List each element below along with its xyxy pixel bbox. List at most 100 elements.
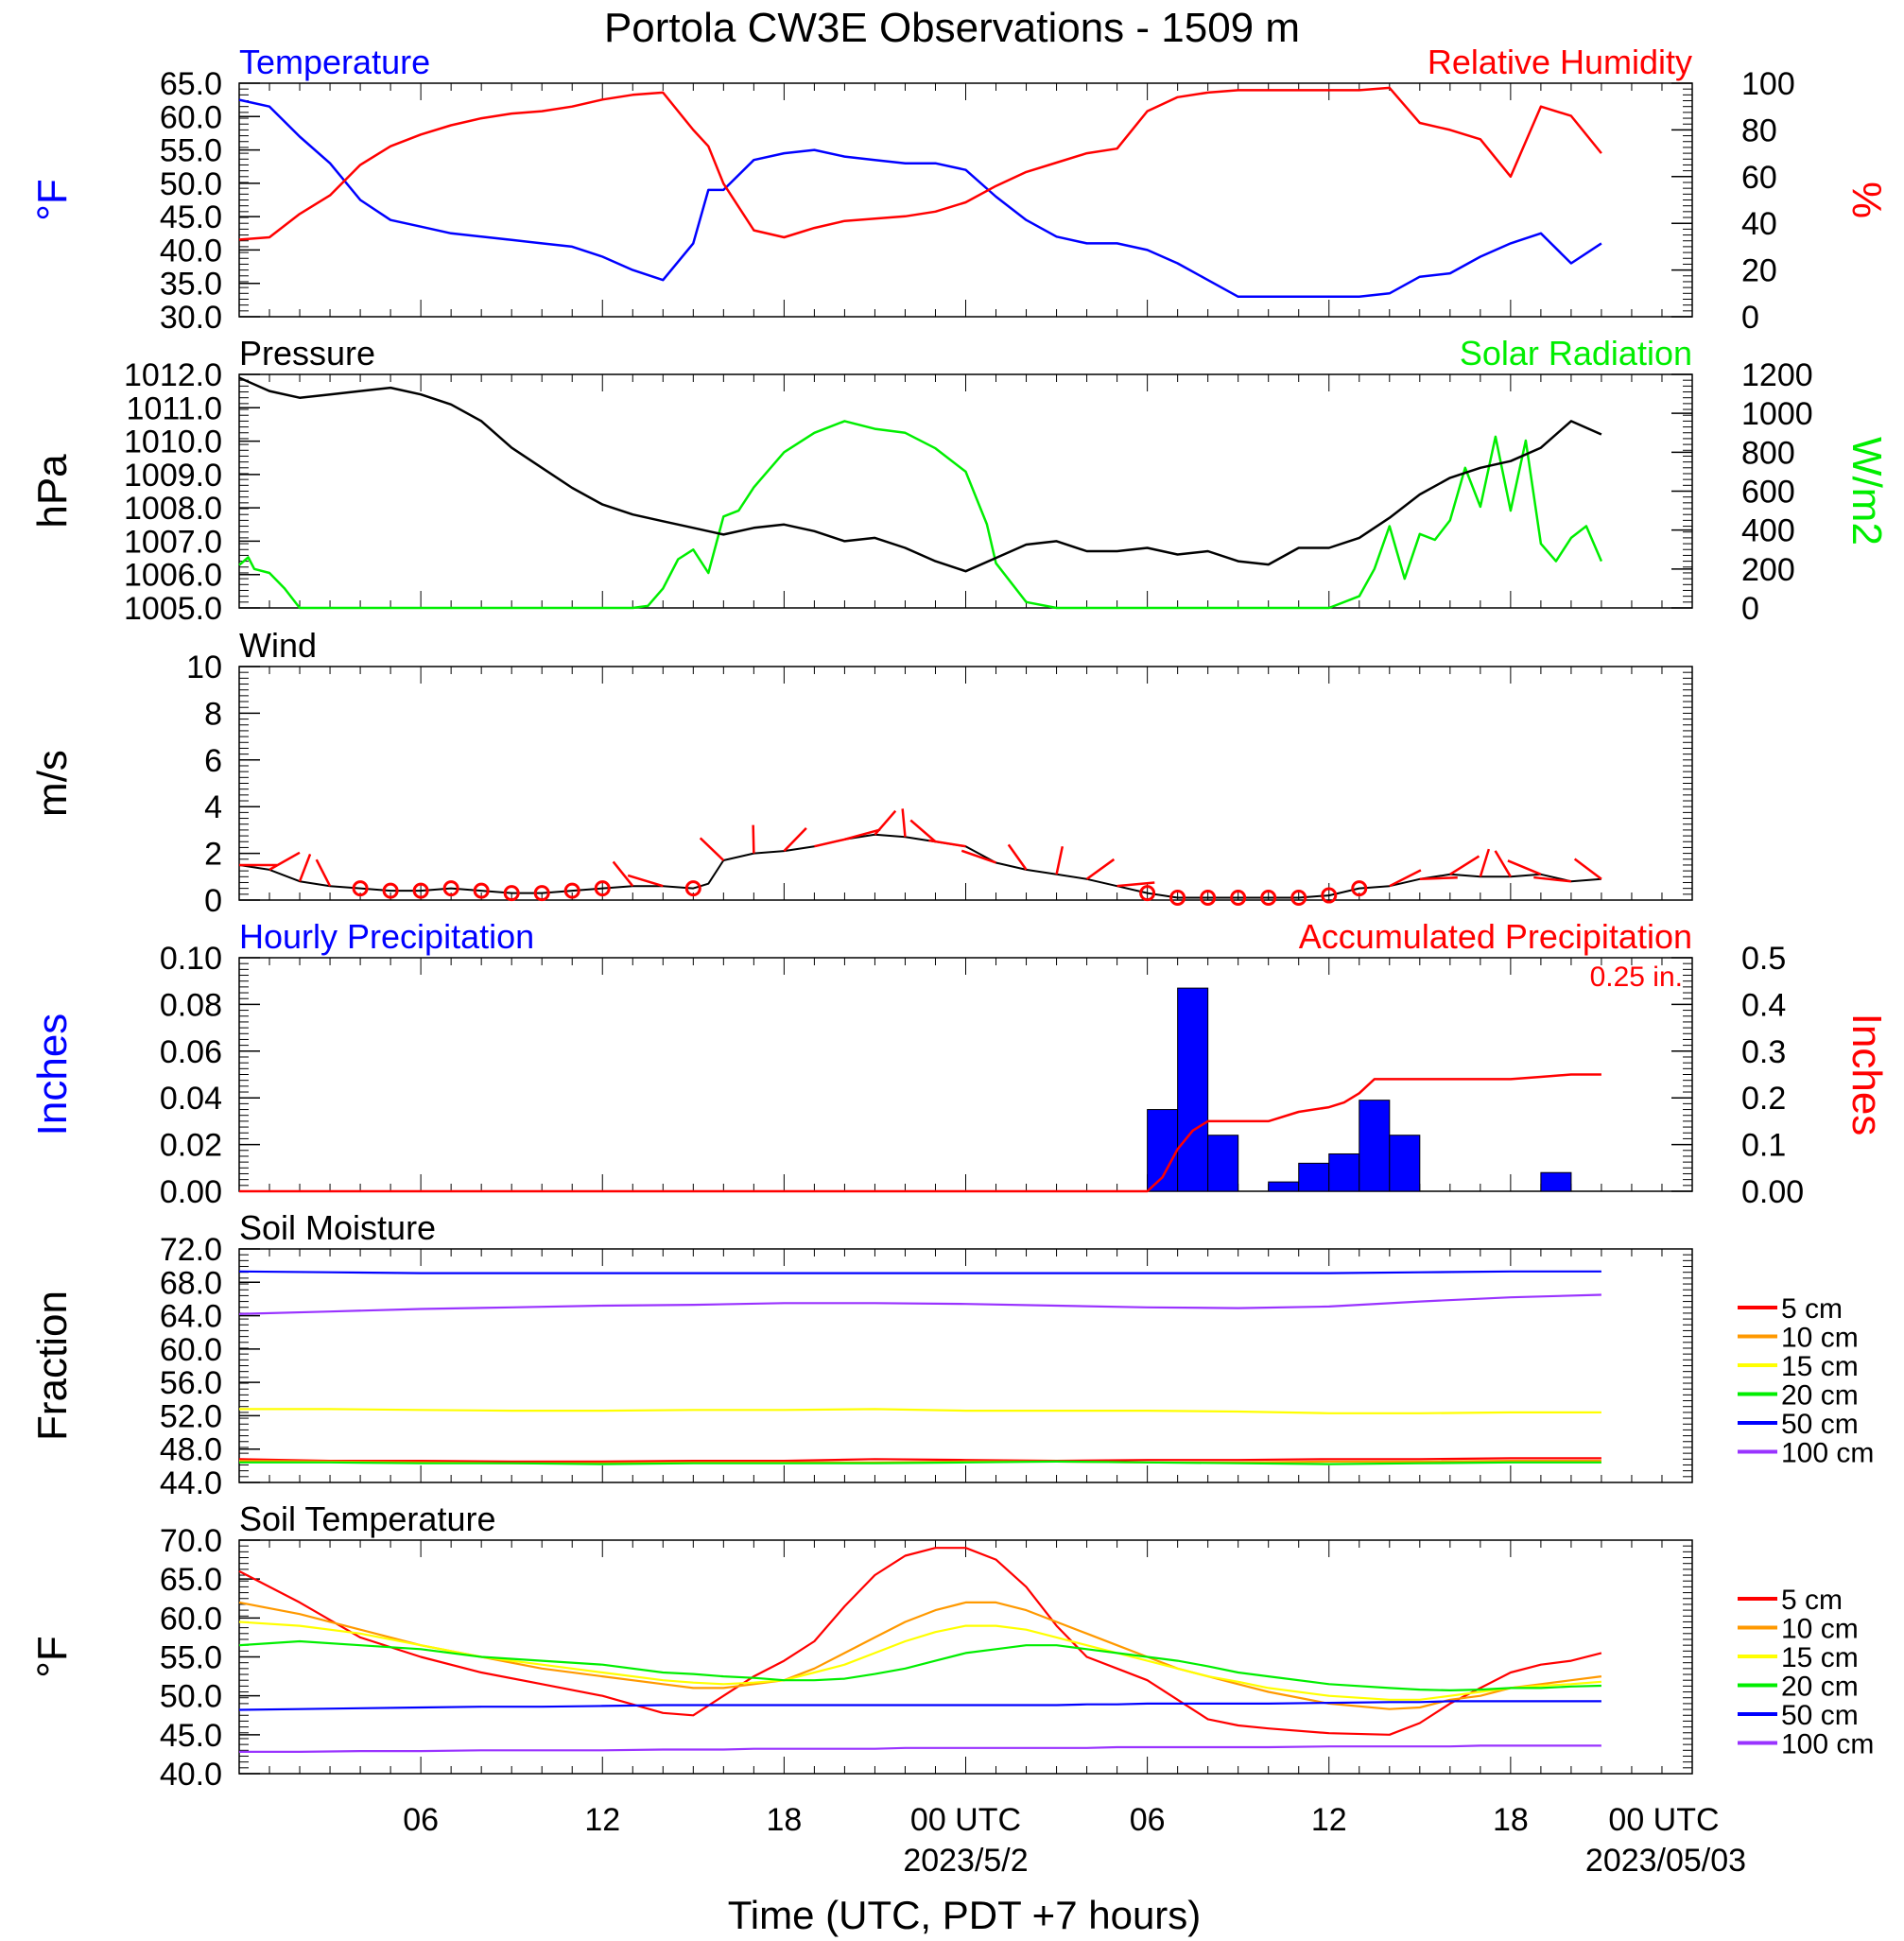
panel-title-right: Relative Humidity <box>1428 43 1692 81</box>
y-tick-label-right: 0.1 <box>1741 1128 1786 1164</box>
legend-label: 100 cm <box>1781 1729 1874 1760</box>
wind-barb <box>1494 850 1512 877</box>
y-tick-label-right: 600 <box>1741 475 1795 511</box>
panel-title-right: Accumulated Precipitation <box>1299 917 1692 956</box>
legend-label: 15 cm <box>1781 1642 1859 1673</box>
y-tick-label-right: 100 <box>1741 66 1795 102</box>
legend-label: 5 cm <box>1781 1585 1843 1616</box>
precip-bar <box>1207 1135 1239 1192</box>
precip-bar <box>1298 1162 1330 1192</box>
precip-bar <box>1359 1100 1391 1192</box>
y-tick-label-right: 0.4 <box>1741 987 1786 1023</box>
wind-barb <box>1507 859 1542 875</box>
legend-label: 10 cm <box>1781 1323 1859 1354</box>
soil-temperature-line <box>238 1601 1602 1710</box>
wind-calm-marker <box>1260 890 1277 907</box>
y-tick-label-left: 60.0 <box>160 99 222 135</box>
wind-barb <box>1055 845 1065 875</box>
y-tick-label-left: 52.0 <box>160 1398 222 1434</box>
pressure-line <box>238 376 1602 573</box>
y-tick-label-left: 72.0 <box>160 1232 222 1268</box>
panel-title-left: Soil Moisture <box>239 1208 436 1247</box>
wind-calm-marker <box>382 882 399 899</box>
x-tick-label: 12 <box>1311 1802 1347 1838</box>
y-tick-label-right: 800 <box>1741 435 1795 471</box>
humidity-line <box>238 86 1602 241</box>
wind-barb <box>1007 843 1028 871</box>
soil-moisture-line <box>238 1293 1601 1315</box>
wind-barb <box>1533 875 1572 883</box>
y-tick-label-left: 1008.0 <box>124 491 222 527</box>
y-tick-label-left: 0 <box>204 883 222 919</box>
wind-calm-marker <box>352 880 369 897</box>
y-tick-label-right: 0 <box>1741 300 1759 336</box>
y-tick-label-left: 0.08 <box>160 987 222 1023</box>
panel-4: Hourly Precipitation Accumulated Precipit… <box>29 917 1890 1210</box>
y-tick-label-left: 60.0 <box>160 1601 222 1637</box>
y-tick-label-left: 65.0 <box>160 66 222 102</box>
wind-calm-marker <box>1290 890 1307 907</box>
soil-temperature-line <box>238 1620 1601 1701</box>
wind-barb <box>1479 848 1491 877</box>
legend-label: 50 cm <box>1781 1700 1859 1731</box>
wind-calm-marker <box>1169 890 1186 907</box>
wind-barb <box>268 851 301 871</box>
y-tick-label-left: 6 <box>204 743 222 779</box>
wind-calm-marker <box>594 880 611 897</box>
wind-barb <box>1419 875 1458 881</box>
y-axis-label-left: Fraction <box>29 1291 76 1441</box>
wind-calm-marker <box>1200 890 1217 907</box>
y-tick-label-right: 0.5 <box>1741 941 1786 977</box>
temperature-line <box>238 98 1602 299</box>
y-axis-label-left: hPa <box>29 454 76 529</box>
x-tick-label: 00 UTC <box>1608 1802 1719 1838</box>
wind-calm-marker <box>1321 887 1338 904</box>
x-tick-label: 18 <box>1493 1802 1529 1838</box>
soil-temperature-line <box>239 1744 1601 1754</box>
wind-barb <box>928 839 966 848</box>
y-tick-label-left: 1006.0 <box>124 558 222 594</box>
y-tick-label-left: 1011.0 <box>127 390 222 426</box>
y-tick-label-left: 65.0 <box>160 1562 222 1598</box>
y-tick-label-left: 55.0 <box>160 1640 222 1676</box>
y-tick-label-right: 200 <box>1741 552 1795 588</box>
soil-moisture-line <box>238 1457 1601 1464</box>
y-tick-label-left: 50.0 <box>160 1679 222 1715</box>
wind-barb <box>298 853 312 882</box>
y-tick-label-left: 70.0 <box>160 1523 222 1559</box>
y-tick-label-left: 60.0 <box>160 1332 222 1368</box>
y-tick-label-left: 4 <box>204 789 222 825</box>
precip-bar <box>1328 1152 1360 1192</box>
x-tick-label: 06 <box>1130 1802 1166 1838</box>
accumulated-total-annotation: 0.25 in. <box>1590 962 1683 993</box>
y-tick-label-right: 60 <box>1741 160 1777 196</box>
wind-barb <box>814 837 851 848</box>
y-tick-label-left: 0.06 <box>160 1034 222 1070</box>
y-tick-label-left: 1010.0 <box>124 425 222 460</box>
wind-barb <box>1573 858 1602 880</box>
y-tick-label-left: 10 <box>186 650 222 685</box>
y-tick-label-right: 0.3 <box>1741 1034 1786 1070</box>
x-date-label: 2023/05/03 <box>1585 1843 1746 1879</box>
wind-barb <box>752 824 755 854</box>
y-tick-label-left: 0.02 <box>160 1128 222 1164</box>
y-tick-label-right: 1000 <box>1741 396 1813 432</box>
wind-barb <box>1449 855 1480 875</box>
y-tick-label-left: 40.0 <box>160 1757 222 1793</box>
wind-calm-marker <box>1139 885 1156 902</box>
y-tick-label-left: 2 <box>204 837 222 873</box>
y-tick-label-left: 35.0 <box>160 267 222 303</box>
y-tick-label-right: 400 <box>1741 513 1795 549</box>
wind-barb <box>901 808 907 838</box>
y-tick-label-right: 0 <box>1741 591 1759 627</box>
wind-calm-marker <box>412 882 429 899</box>
y-tick-label-left: 30.0 <box>160 300 222 336</box>
precip-bar <box>1268 1181 1300 1192</box>
legend-label: 5 cm <box>1781 1293 1843 1325</box>
y-tick-label-left: 1005.0 <box>124 591 222 627</box>
panel-3: Wind 10 8 6 4 2 0 m/s <box>29 626 1693 919</box>
wind-calm-marker <box>533 885 550 902</box>
wind-barb <box>1116 881 1155 888</box>
legend-label: 100 cm <box>1781 1438 1874 1469</box>
